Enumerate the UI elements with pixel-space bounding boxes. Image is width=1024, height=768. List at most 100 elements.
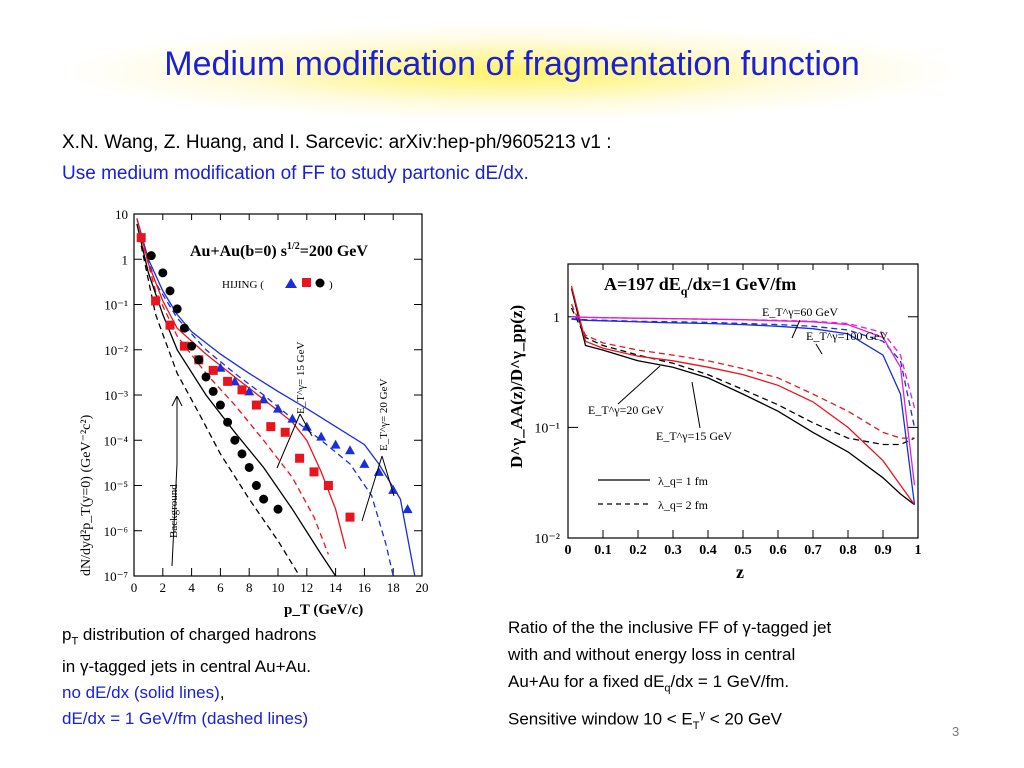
red-square-point bbox=[309, 467, 319, 477]
reference-text: X.N. Wang, Z. Huang, and I. Sarcevic: ar… bbox=[62, 132, 612, 153]
right-caption: Ratio of the the inclusive FF of γ-tagge… bbox=[508, 614, 831, 740]
left-caption-line4: dE/dx = 1 GeV/fm (dashed lines) bbox=[62, 709, 309, 729]
left-xtick-label: 6 bbox=[217, 580, 224, 595]
left-ytick-label: 10⁻¹ bbox=[104, 298, 128, 313]
right-ytick-label: 10⁻¹ bbox=[534, 421, 560, 436]
left-figure: 10 1 10⁻¹ 10⁻² 10⁻³ 10⁻⁴ 10⁻⁵ 10⁻⁶ 10⁻⁷ 0 2 4 6 8 10 12… bbox=[72, 196, 434, 622]
left-ytick-label: 10 bbox=[115, 207, 128, 222]
slide-title: Medium modification of fragmentation fun… bbox=[164, 45, 860, 83]
curve-20-solid bbox=[570, 285, 916, 506]
left-ytick-label: 10⁻⁶ bbox=[104, 524, 128, 539]
right-ytick-label: 1 bbox=[553, 311, 560, 326]
red-square-point bbox=[345, 512, 355, 522]
right-xtick-label: 0 bbox=[565, 543, 572, 558]
label-et-100: E_T^γ=100 GeV bbox=[806, 329, 888, 343]
left-ytick-label: 10⁻⁵ bbox=[104, 479, 128, 494]
left-xtick-label: 2 bbox=[160, 580, 167, 595]
right-xtick-label: 0.6 bbox=[769, 543, 787, 558]
hijing-label: HIJING ( bbox=[222, 279, 264, 291]
blue-triangle-point bbox=[273, 403, 283, 413]
black-circle-point bbox=[215, 400, 225, 410]
right-xtick-label: 0.4 bbox=[699, 543, 717, 558]
black-circle-point bbox=[165, 286, 175, 296]
blue-triangle-point bbox=[215, 362, 226, 372]
right-plot: 1 10⁻¹ 10⁻² 0 0.1 0.2 0.3 0.4 0.5 0.6 0.7 0.8 0.9 1 A… bbox=[507, 263, 922, 582]
right-arrows bbox=[617, 319, 823, 429]
black-circle-point bbox=[179, 323, 189, 333]
red-square-point bbox=[237, 385, 247, 395]
right-caption-line2: with and without energy loss in central bbox=[508, 645, 796, 664]
black-solid-curve bbox=[136, 223, 337, 577]
red-square-point bbox=[323, 481, 333, 490]
left-xlabel: p_T (GeV/c) bbox=[284, 602, 363, 618]
red-dashed-curve bbox=[140, 237, 330, 555]
red-square-point bbox=[208, 365, 218, 375]
blue-triangle-point bbox=[244, 386, 255, 396]
red-square-point bbox=[266, 422, 276, 432]
blue-triangle-point bbox=[388, 484, 399, 494]
right-caption-line4: Sensitive window 10 < ETγ < 20 GeV bbox=[508, 709, 783, 733]
blue-triangle-point bbox=[316, 431, 327, 441]
page-number: 3 bbox=[952, 724, 960, 739]
left-caption-line1: pT distribution of charged hadrons bbox=[62, 625, 317, 648]
left-ytick-label: 10⁻⁷ bbox=[104, 569, 128, 584]
right-caption-line1: Ratio of the the inclusive FF of γ-tagge… bbox=[508, 618, 832, 637]
left-xtick-label: 8 bbox=[246, 580, 253, 595]
blue-triangle-point bbox=[373, 466, 384, 476]
blue-triangle-point bbox=[258, 394, 269, 404]
black-circle-point bbox=[244, 462, 254, 472]
label-et-15-right: E_T^γ=15 GeV bbox=[656, 429, 732, 443]
right-xtick-label: 1 bbox=[915, 543, 922, 558]
left-arrows bbox=[171, 395, 395, 567]
left-caption-line3: no dE/dx (solid lines), bbox=[62, 683, 225, 703]
black-circle-point bbox=[251, 481, 261, 490]
red-square-point bbox=[251, 400, 261, 410]
legend-dashed: λ_q= 2 fm bbox=[658, 498, 709, 512]
curve-15-solid bbox=[570, 288, 915, 506]
right-ylabel: D^γ_AA(z)/D^γ_pp(z) bbox=[507, 305, 526, 468]
slide-subtitle: Use medium modification of FF to study p… bbox=[62, 163, 529, 184]
left-xtick-label: 20 bbox=[416, 580, 429, 595]
black-circle-point bbox=[194, 355, 204, 365]
black-circle-point bbox=[158, 268, 168, 278]
label-background: Background bbox=[168, 484, 180, 538]
curve-15-dashed bbox=[570, 307, 915, 446]
right-xtick-label: 0.2 bbox=[629, 543, 647, 558]
curve-60-dashed bbox=[571, 318, 916, 428]
right-xtick-label: 0.7 bbox=[804, 543, 822, 558]
black-circle-point bbox=[187, 341, 197, 351]
black-circle-point bbox=[201, 372, 211, 382]
right-plot-title: A=197 dEq/dx=1 GeV/fm bbox=[604, 274, 796, 298]
black-circle-point bbox=[146, 251, 156, 261]
right-xtick-label: 0.9 bbox=[874, 543, 892, 558]
right-xtick-label: 0.5 bbox=[734, 543, 752, 558]
red-square-point bbox=[165, 320, 175, 330]
blue-triangle-point bbox=[345, 445, 355, 455]
black-circle-point bbox=[237, 449, 247, 459]
left-ylabel: dN/dyd²p_T(y=0) (GeV⁻²c²) bbox=[79, 414, 94, 576]
right-ytick-label: 10⁻² bbox=[534, 532, 560, 547]
black-circle-point bbox=[172, 304, 182, 314]
label-et-60: E_T^γ=60 GeV bbox=[762, 305, 838, 319]
right-xlabel: z bbox=[736, 562, 744, 582]
left-xtick-label: 0 bbox=[131, 580, 138, 595]
left-ytick-label: 10⁻² bbox=[104, 343, 128, 358]
curve-20-dashed bbox=[570, 303, 915, 439]
blue-solid-curve bbox=[136, 218, 416, 577]
black-circle-point bbox=[259, 494, 269, 504]
left-plot: 10 1 10⁻¹ 10⁻² 10⁻³ 10⁻⁴ 10⁻⁵ 10⁻⁶ 10⁻⁷0 2 4 6 8 10 12… bbox=[79, 207, 429, 618]
right-figure: 1 10⁻¹ 10⁻² 0 0.1 0.2 0.3 0.4 0.5 0.6 0.7 0.8 0.9 1 A… bbox=[500, 258, 932, 586]
label-et-20: E_T^γ= 20 GeV bbox=[378, 379, 390, 451]
blue-triangle-point bbox=[287, 413, 298, 423]
hijing-triangle-icon bbox=[285, 278, 297, 288]
left-xtick-label: 16 bbox=[358, 580, 372, 595]
label-et-15: E_T^γ= 15 GeV bbox=[295, 342, 307, 414]
blue-triangle-point bbox=[402, 504, 413, 514]
hijing-circle-icon bbox=[315, 278, 325, 288]
right-caption-line3: Au+Au for a fixed dEq/dx = 1 GeV/fm. bbox=[508, 672, 790, 695]
red-square-point bbox=[179, 341, 189, 351]
black-circle-point bbox=[223, 417, 233, 427]
blue-triangle-point bbox=[330, 439, 341, 449]
left-xtick-label: 12 bbox=[300, 580, 313, 595]
legend-solid: λ_q= 1 fm bbox=[658, 474, 709, 488]
